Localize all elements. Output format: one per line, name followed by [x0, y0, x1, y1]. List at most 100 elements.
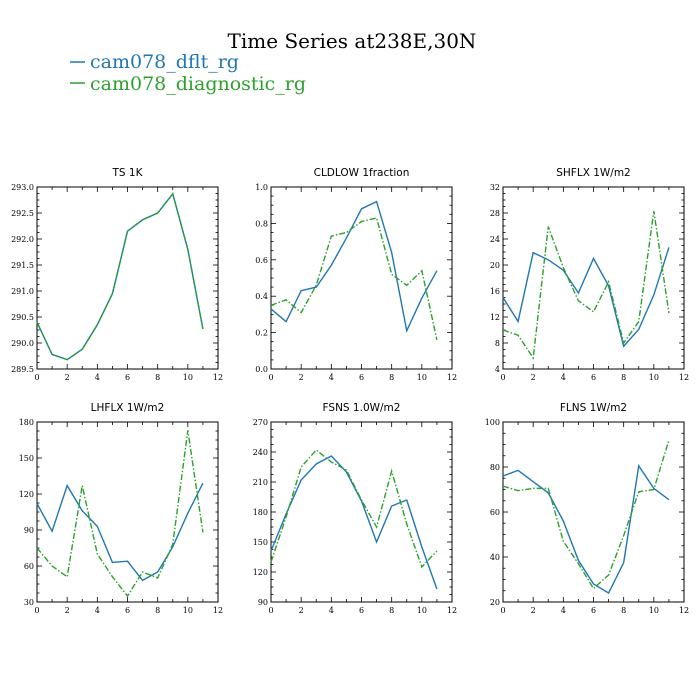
x-tick-label: 8 — [155, 373, 160, 382]
series-line-diagnostic — [36, 192, 204, 361]
y-tick-label: 150 — [19, 454, 34, 463]
y-tick-label: 60 — [24, 562, 34, 571]
series-line-dflt — [270, 455, 438, 590]
series-line-diagnostic — [502, 210, 670, 360]
series-line-dflt — [502, 247, 670, 348]
x-tick-label: 12 — [679, 606, 689, 615]
x-tick-label: 0 — [268, 606, 273, 615]
x-tick-label: 6 — [359, 606, 364, 615]
x-tick-label: 8 — [155, 606, 160, 615]
x-tick-label: 2 — [65, 373, 70, 382]
x-tick-label: 8 — [621, 373, 626, 382]
panel-title: CLDLOW 1fraction — [314, 167, 410, 179]
y-tick-label: 180 — [19, 418, 34, 427]
x-tick-label: 10 — [417, 373, 427, 382]
x-tick-label: 12 — [447, 606, 457, 615]
y-tick-label: 290.0 — [11, 339, 34, 348]
panel-3: LHFLX 1W/m2 0 2 4 6 8 10 12 30 60 90 120 150 180 — [19, 402, 223, 615]
y-tick-label: 150 — [253, 538, 268, 547]
panel-title: TS 1K — [112, 167, 144, 179]
y-tick-label: 240 — [253, 448, 268, 457]
x-tick-label: 8 — [621, 606, 626, 615]
series-line-dflt — [36, 482, 204, 582]
x-tick-label: 0 — [500, 606, 505, 615]
y-tick-label: 90 — [24, 526, 34, 535]
y-tick-label: 4 — [495, 365, 500, 374]
y-tick-label: 8 — [495, 339, 500, 348]
series-line-diagnostic — [36, 430, 204, 598]
legend-label-dflt: cam078_dflt_rg — [90, 51, 239, 73]
y-tick-label: 291.5 — [11, 261, 34, 270]
plot-frame — [36, 186, 219, 370]
x-tick-label: 2 — [65, 606, 70, 615]
plot-frame — [502, 186, 685, 370]
y-tick-label: 24 — [490, 235, 500, 244]
series-line-dflt — [502, 464, 670, 594]
y-tick-label: 0.4 — [255, 292, 268, 301]
plot-frame — [270, 421, 453, 603]
x-tick-label: 4 — [95, 373, 100, 382]
panel-0: TS 1K 0 2 4 6 8 10 12 289.5 290.0 290.5 291.0 291.5 2… — [11, 167, 223, 382]
y-tick-label: 290.5 — [11, 313, 34, 322]
x-tick-label: 4 — [95, 606, 100, 615]
x-tick-label: 10 — [417, 606, 427, 615]
y-tick-label: 12 — [490, 313, 500, 322]
y-tick-label: 289.5 — [11, 365, 34, 374]
x-tick-label: 12 — [447, 373, 457, 382]
x-tick-label: 8 — [389, 373, 394, 382]
y-tick-label: 270 — [253, 418, 268, 427]
y-tick-label: 20 — [490, 598, 500, 607]
x-tick-label: 6 — [125, 606, 130, 615]
x-tick-label: 4 — [561, 606, 566, 615]
y-tick-label: 90 — [258, 598, 268, 607]
x-tick-label: 10 — [649, 606, 659, 615]
y-tick-label: 1.0 — [255, 183, 268, 192]
x-tick-label: 0 — [34, 373, 39, 382]
legend-entry-diagnostic: cam078_diagnostic_rg — [70, 73, 306, 95]
series-line-diagnostic — [502, 439, 670, 590]
panel-title: FSNS 1.0W/m2 — [323, 402, 401, 414]
x-tick-label: 10 — [183, 373, 193, 382]
y-tick-label: 120 — [253, 568, 268, 577]
panel-title: FLNS 1W/m2 — [560, 402, 627, 414]
x-tick-label: 4 — [561, 373, 566, 382]
y-tick-label: 120 — [19, 490, 34, 499]
y-tick-label: 0.8 — [255, 219, 268, 228]
panel-title: LHFLX 1W/m2 — [91, 402, 165, 414]
y-tick-label: 40 — [490, 553, 500, 562]
series-line-diagnostic — [270, 217, 438, 341]
x-tick-label: 6 — [591, 373, 596, 382]
x-tick-label: 2 — [531, 606, 536, 615]
series-line-dflt — [270, 200, 438, 334]
series-line-diagnostic — [270, 449, 438, 569]
panel-5: FLNS 1W/m2 0 2 4 6 8 10 12 20 40 60 80 100 — [485, 402, 689, 615]
x-tick-label: 0 — [34, 606, 39, 615]
y-tick-label: 292.0 — [11, 235, 34, 244]
legend-label-diagnostic: cam078_diagnostic_rg — [90, 73, 306, 95]
x-tick-label: 2 — [531, 373, 536, 382]
x-tick-label: 2 — [299, 373, 304, 382]
x-tick-label: 6 — [125, 373, 130, 382]
x-tick-label: 2 — [299, 606, 304, 615]
x-tick-label: 12 — [679, 373, 689, 382]
series-line-dflt — [36, 192, 204, 361]
x-tick-label: 12 — [213, 606, 223, 615]
panel-title: SHFLX 1W/m2 — [556, 167, 631, 179]
panel-1: CLDLOW 1fraction 0 2 4 6 8 10 12 0.0 0.2 0.4 0.6 0.8… — [255, 167, 457, 382]
y-tick-label: 80 — [490, 463, 500, 472]
figure-title: Time Series at238E,30N — [228, 29, 477, 53]
y-tick-label: 0.2 — [255, 329, 268, 338]
y-tick-label: 180 — [253, 508, 268, 517]
x-tick-label: 12 — [213, 373, 223, 382]
x-tick-label: 4 — [329, 606, 334, 615]
y-tick-label: 0.0 — [255, 365, 268, 374]
x-tick-label: 6 — [591, 606, 596, 615]
y-tick-label: 60 — [490, 508, 500, 517]
x-tick-label: 0 — [268, 373, 273, 382]
panel-4: FSNS 1.0W/m2 0 2 4 6 8 10 12 90 120 150 180 210 240 27… — [253, 402, 457, 615]
x-tick-label: 8 — [389, 606, 394, 615]
plot-frame — [270, 186, 453, 370]
panels: TS 1K0 2 4 6 8 10 12289.5290.0290.5291.0291.52… — [11, 167, 689, 615]
